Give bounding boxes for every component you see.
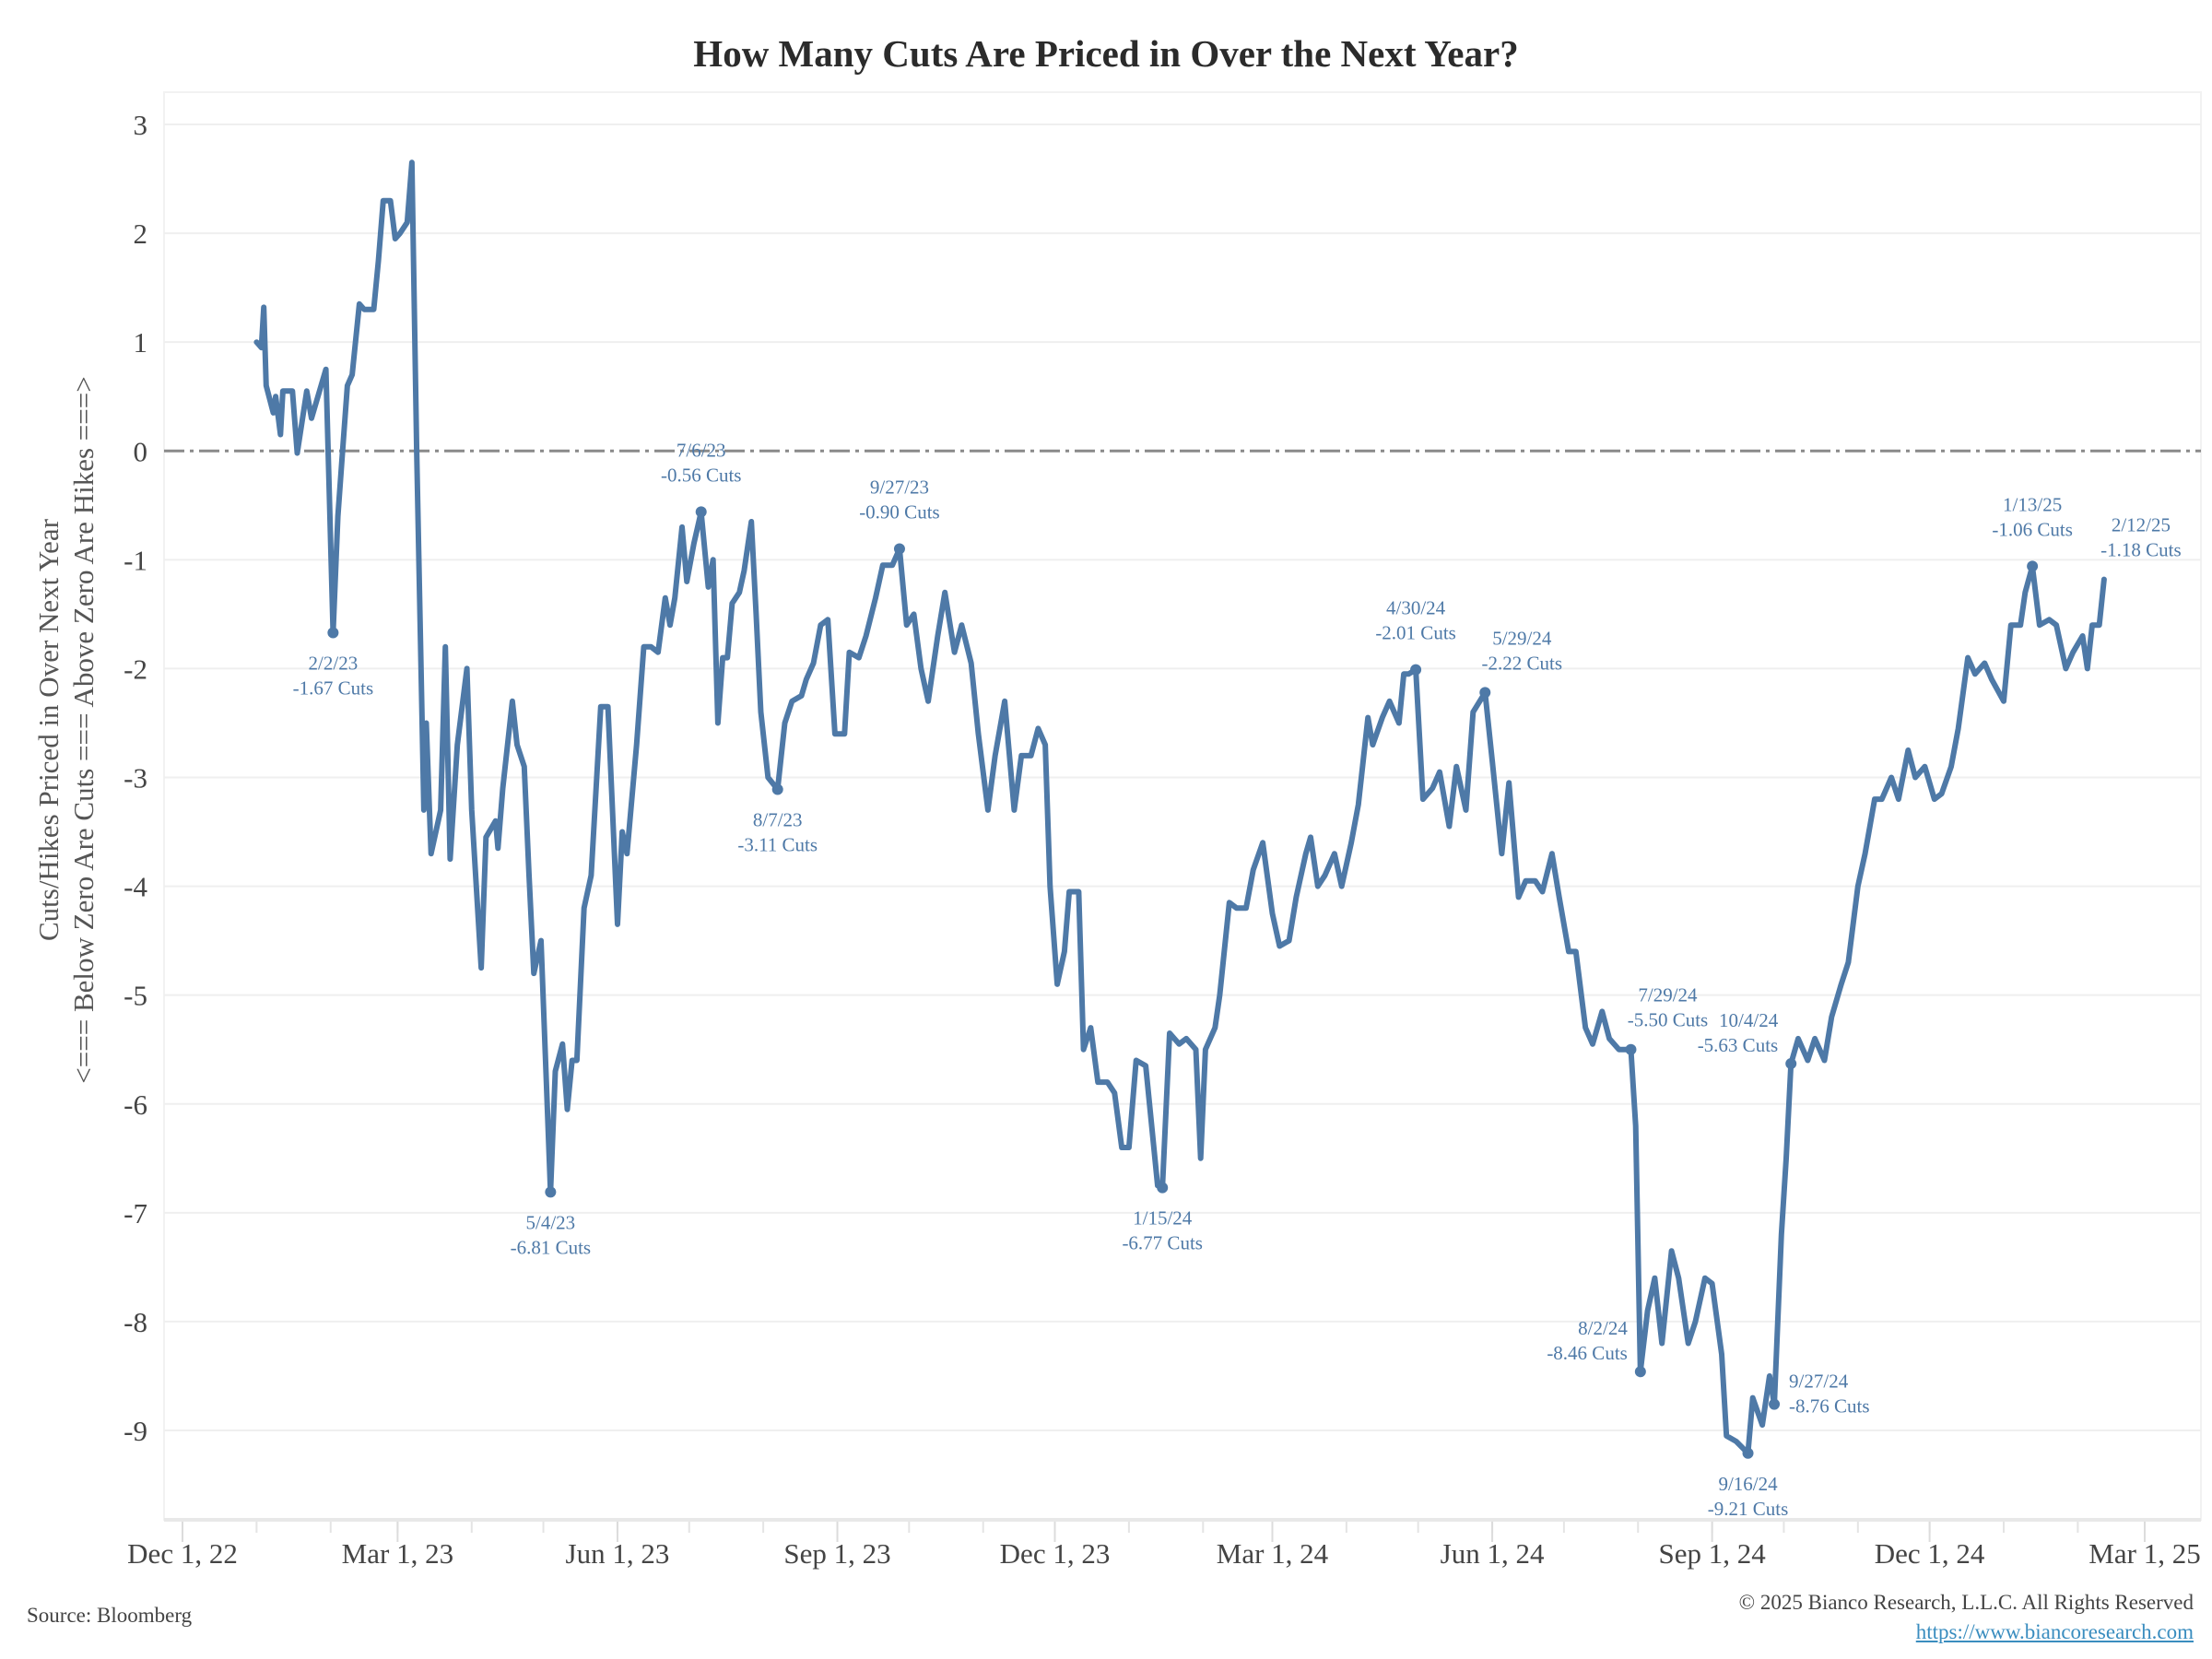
- x-tick-label: Mar 1, 23: [342, 1537, 453, 1570]
- annotation-date: 7/6/23: [677, 439, 726, 461]
- x-tick-label: Jun 1, 24: [1441, 1537, 1545, 1570]
- annotation-marker: [2027, 560, 2039, 572]
- annotation-value: -0.90 Cuts: [859, 501, 940, 524]
- annotation-marker: [1769, 1398, 1781, 1410]
- copyright-note: © 2025 Bianco Research, L.L.C. All Right…: [1738, 1591, 2194, 1614]
- x-tick-label: Dec 1, 22: [127, 1537, 238, 1570]
- annotation-marker: [327, 627, 339, 639]
- annotation-date: 10/4/24: [1719, 1009, 1779, 1031]
- annotation-value: -0.56 Cuts: [661, 464, 742, 486]
- annotation-date: 8/7/23: [753, 808, 803, 830]
- y-tick-label: -5: [124, 980, 147, 1012]
- y-tick-label: -6: [124, 1088, 147, 1121]
- y-tick-label: -7: [124, 1197, 147, 1230]
- data-series-line: [253, 159, 2107, 1456]
- annotation-marker: [1625, 1043, 1637, 1055]
- y-tick-label: -3: [124, 762, 147, 794]
- source-note: Source: Bloomberg: [27, 1604, 193, 1627]
- x-tick-label: Sep 1, 23: [783, 1537, 890, 1570]
- annotation-value: -1.06 Cuts: [1992, 518, 2073, 540]
- y-axis-label-line-1: Cuts/Hikes Priced in Over Next Year: [32, 518, 65, 942]
- annotation-date: 2/12/25: [2112, 514, 2171, 536]
- website-link[interactable]: https://www.biancoresearch.com: [1915, 1620, 2194, 1643]
- annotation-value: -1.18 Cuts: [2100, 539, 2182, 561]
- annotation-marker: [1785, 1058, 1797, 1070]
- annotation-marker: [695, 506, 707, 518]
- annotation-value: -6.77 Cuts: [1122, 1232, 1203, 1254]
- annotation-value: -2.22 Cuts: [1482, 652, 1563, 674]
- annotation-marker: [1410, 664, 1422, 676]
- y-tick-label: -8: [124, 1306, 147, 1338]
- annotation-date: 1/13/25: [2003, 493, 2062, 515]
- annotation-value: -2.01 Cuts: [1375, 622, 1456, 644]
- annotation-value: -5.63 Cuts: [1698, 1034, 1779, 1056]
- annotation-date: 9/16/24: [1718, 1473, 1778, 1495]
- annotation-marker: [771, 783, 783, 795]
- y-tick-label: 0: [134, 435, 148, 467]
- y-tick-label: -4: [124, 871, 147, 903]
- annotation-marker: [1157, 1182, 1169, 1194]
- annotation-date: 7/29/24: [1638, 984, 1698, 1006]
- annotation-date: 8/2/24: [1578, 1317, 1628, 1339]
- chart-title: How Many Cuts Are Priced in Over the Nex…: [693, 32, 1519, 75]
- y-tick-label: -2: [124, 653, 147, 685]
- annotation-date: 9/27/24: [1789, 1371, 1849, 1393]
- annotation-date: 2/2/23: [309, 652, 359, 674]
- annotation-value: -1.67 Cuts: [293, 677, 374, 699]
- annotation-date: 4/30/24: [1386, 597, 1446, 619]
- x-tick-label: Jun 1, 23: [566, 1537, 670, 1570]
- x-tick-label: Mar 1, 24: [1217, 1537, 1329, 1570]
- y-tick-label: 1: [134, 326, 148, 359]
- x-tick-label: Mar 1, 25: [2088, 1537, 2200, 1570]
- annotation-value: -9.21 Cuts: [1708, 1498, 1789, 1520]
- y-tick-label: -1: [124, 544, 147, 576]
- annotation-date: 9/27/23: [870, 477, 929, 499]
- annotation-date: 5/4/23: [526, 1211, 576, 1233]
- annotation-marker: [1634, 1366, 1646, 1378]
- y-tick-label: 3: [134, 109, 148, 141]
- y-axis-label: Cuts/Hikes Priced in Over Next Year <===…: [31, 376, 101, 1083]
- x-tick-label: Dec 1, 23: [1000, 1537, 1111, 1570]
- annotation-marker: [1479, 687, 1491, 699]
- annotation-value: -5.50 Cuts: [1628, 1009, 1709, 1031]
- annotation-date: 1/15/24: [1133, 1207, 1193, 1230]
- x-tick-label: Dec 1, 24: [1875, 1537, 1985, 1570]
- y-tick-label: 2: [134, 218, 148, 250]
- annotation-marker: [893, 543, 905, 555]
- annotation-marker: [545, 1186, 557, 1198]
- x-tick-label: Sep 1, 24: [1659, 1537, 1767, 1570]
- y-tick-label: -9: [124, 1415, 147, 1447]
- annotation-date: 5/29/24: [1492, 627, 1552, 649]
- annotation-value: -6.81 Cuts: [511, 1236, 592, 1258]
- annotation-value: -8.46 Cuts: [1547, 1342, 1628, 1364]
- annotation-marker: [1742, 1447, 1754, 1459]
- y-axis-label-line-2: <=== Below Zero Are Cuts === Above Zero …: [67, 376, 100, 1084]
- annotation-value: -3.11 Cuts: [737, 833, 818, 855]
- annotation-value: -8.76 Cuts: [1789, 1395, 1870, 1418]
